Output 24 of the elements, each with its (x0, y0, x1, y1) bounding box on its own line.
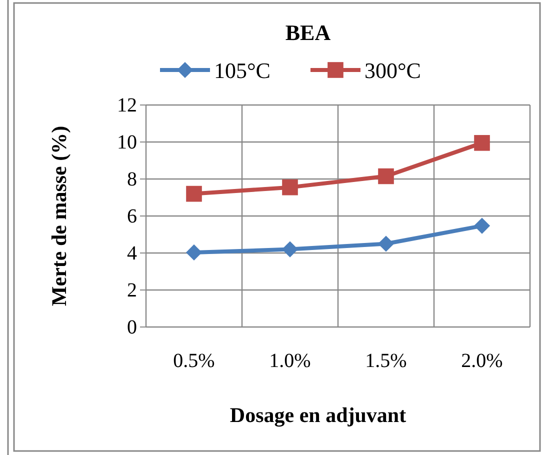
x-tick-label: 0.5% (173, 350, 215, 372)
y-tick-label: 0 (127, 316, 137, 338)
y-tick-label: 2 (127, 279, 137, 302)
legend-label: 105°C (214, 58, 270, 83)
point (282, 241, 298, 258)
point (186, 186, 202, 202)
point (186, 244, 202, 261)
legend-label: 300°C (364, 58, 421, 83)
point (378, 168, 394, 184)
y-tick-label: 6 (127, 205, 137, 228)
x-tick-label: 2.0% (461, 350, 503, 372)
y-axis-title: Merte de masse (%) (47, 126, 71, 306)
point (474, 218, 490, 234)
x-axis-title: Dosage en adjuvant (230, 403, 406, 427)
y-tick-label: 10 (117, 131, 137, 154)
y-tick-label: 12 (117, 94, 137, 116)
chart-title: BEA (285, 20, 331, 45)
y-tick-label: 8 (127, 168, 137, 190)
point (378, 236, 394, 252)
x-tick-label: 1.0% (269, 350, 311, 372)
point (474, 135, 490, 151)
y-tick-label: 4 (127, 242, 137, 264)
x-tick-label: 1.5% (365, 350, 407, 372)
point (282, 179, 298, 196)
